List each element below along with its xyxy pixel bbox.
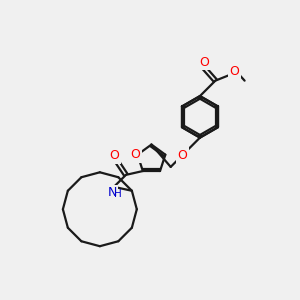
Text: O: O bbox=[177, 149, 187, 162]
Text: O: O bbox=[230, 65, 239, 78]
Text: H: H bbox=[114, 189, 122, 199]
Text: O: O bbox=[199, 56, 209, 69]
Text: N: N bbox=[107, 186, 117, 199]
Text: O: O bbox=[110, 149, 119, 162]
Text: O: O bbox=[130, 148, 140, 161]
